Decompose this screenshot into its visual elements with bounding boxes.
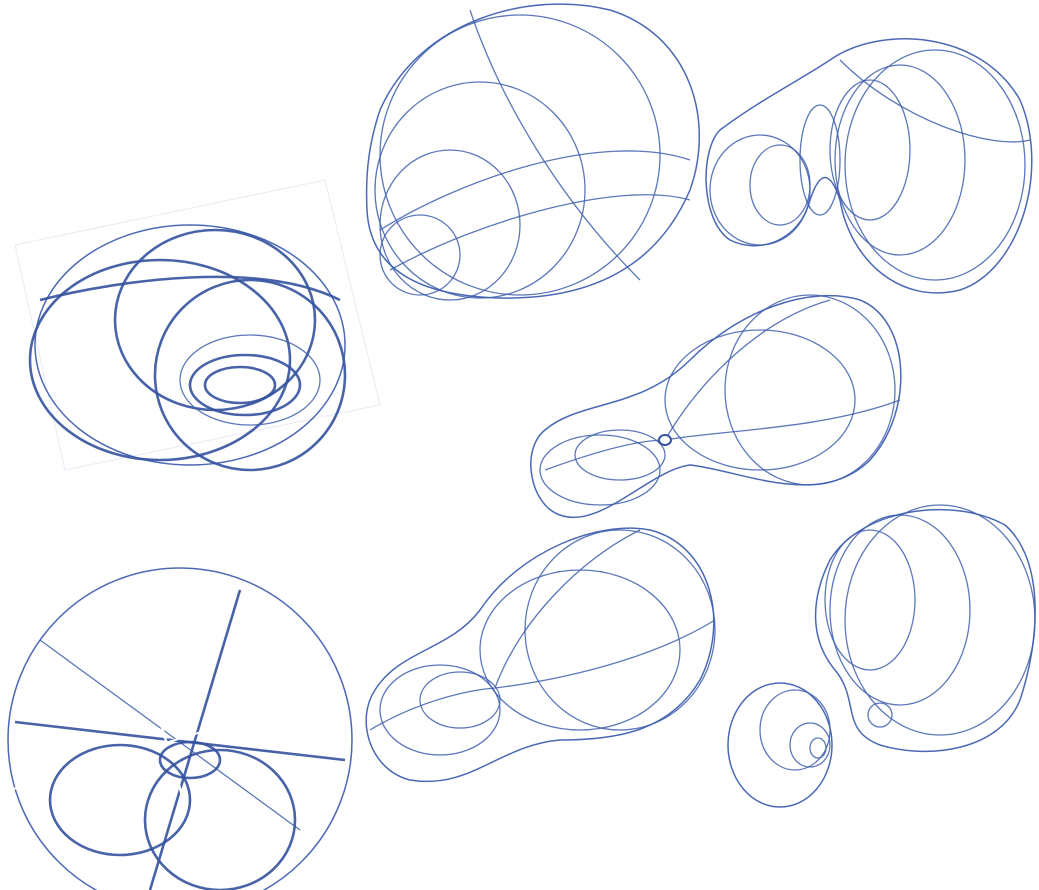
tilted-panel — [14, 179, 381, 472]
disc-surface — [7, 567, 353, 890]
large-egg-surface — [365, 3, 701, 301]
egg-surface-right — [814, 504, 1036, 753]
pear-surface — [530, 294, 902, 518]
torus-surface — [705, 38, 1033, 294]
small-egg-surface — [727, 682, 833, 808]
pear-surface-lower — [365, 527, 716, 783]
